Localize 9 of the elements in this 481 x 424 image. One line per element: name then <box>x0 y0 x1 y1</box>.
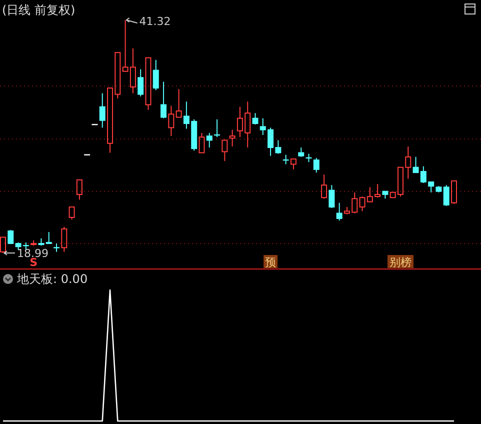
text: 预 <box>265 256 276 269</box>
candlestick <box>168 105 174 137</box>
chart-title: (日线 前复权) <box>2 3 76 17</box>
candlestick <box>160 81 167 119</box>
chart-title: 地天板: 0.00 <box>16 272 88 286</box>
candlestick <box>99 92 106 128</box>
annotation: 41.32 <box>139 15 171 28</box>
text: S <box>30 256 38 269</box>
text: 别榜 <box>389 256 412 269</box>
